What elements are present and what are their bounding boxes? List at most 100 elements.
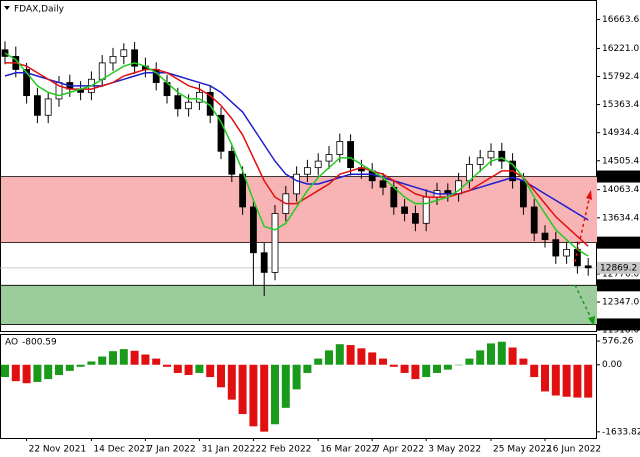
candle-body xyxy=(217,114,225,152)
ao-bar xyxy=(551,364,560,396)
ao-bar xyxy=(98,356,107,365)
price-label-box xyxy=(597,279,640,292)
ao-value: -800.59 xyxy=(22,338,57,348)
ao-bar xyxy=(400,364,409,373)
candle-body xyxy=(347,141,355,169)
ao-bar xyxy=(109,351,117,365)
y-tick-label: 16663.6 xyxy=(602,15,639,25)
ao-bar xyxy=(217,364,225,388)
price-label: 12869.2 xyxy=(600,263,637,273)
ao-bar xyxy=(195,364,204,373)
moving-average xyxy=(5,62,589,247)
candle-body xyxy=(1,49,9,57)
candle-body xyxy=(390,186,398,208)
ao-bar xyxy=(55,364,63,376)
candle-body xyxy=(325,154,333,162)
zone xyxy=(1,285,597,325)
x-tick-label: 7 Apr 2022 xyxy=(374,445,424,455)
y-tick-label: 14505.4 xyxy=(602,156,639,166)
candle-body xyxy=(174,95,182,110)
down-arrow-head xyxy=(588,316,595,326)
y-tick-label: 12347.0 xyxy=(602,298,639,308)
price-label-box xyxy=(597,318,640,331)
ao-bar xyxy=(227,364,236,400)
ao-bar xyxy=(379,358,387,365)
candle-body xyxy=(131,49,139,67)
candle-body xyxy=(520,180,527,208)
ao-bar xyxy=(584,364,593,398)
y-tick-label: 13634.4 xyxy=(602,213,639,223)
y-tick-label: 0.00 xyxy=(602,360,622,370)
ao-bar xyxy=(11,364,20,382)
ao-bar xyxy=(152,358,161,365)
ao-bar xyxy=(65,364,74,371)
candle-body xyxy=(379,180,387,188)
x-tick-label: 31 Jan 2022 xyxy=(201,445,255,455)
ao-bar xyxy=(335,344,344,365)
candle-body xyxy=(260,252,268,273)
candle-body xyxy=(120,49,128,57)
ao-bar xyxy=(487,343,495,365)
candle-body xyxy=(271,213,279,273)
candle-body xyxy=(498,150,506,162)
candle-body xyxy=(411,213,419,224)
ao-bar xyxy=(476,350,485,365)
candle-body xyxy=(239,173,247,208)
moving-average xyxy=(4,52,589,257)
ao-bar xyxy=(163,364,171,367)
ao-bar xyxy=(130,350,139,365)
chart-title: FDAX,Daily xyxy=(14,5,65,15)
candle-body xyxy=(98,62,106,80)
ao-bar xyxy=(562,364,571,397)
candle-body xyxy=(336,141,344,155)
x-tick-label: 3 May 2022 xyxy=(428,445,481,455)
x-tick-label: 7 Jan 2022 xyxy=(147,445,195,455)
ao-bar xyxy=(433,364,441,373)
ao-bar xyxy=(22,364,31,384)
price-label: 13254.6 xyxy=(600,238,637,248)
ao-bar xyxy=(314,358,323,365)
candle-body xyxy=(422,196,430,224)
candle-body xyxy=(476,157,484,165)
candle-body xyxy=(314,160,322,169)
ao-bar xyxy=(519,358,528,365)
ao-bar xyxy=(33,364,42,382)
y-tick-label: 12776.0 xyxy=(602,269,639,279)
price-label-box xyxy=(597,170,640,183)
ao-bar xyxy=(422,364,431,378)
plot-layer: 16663.6 16221.0 15792.4 15363.4 14934.4 14505… xyxy=(0,15,640,455)
ao-bar xyxy=(465,358,474,365)
ao-bar xyxy=(292,364,301,390)
ao-bar xyxy=(206,364,215,378)
ao-bar xyxy=(346,345,355,365)
x-tick-label: 22 Nov 2021 xyxy=(29,445,87,455)
ao-bar xyxy=(368,352,377,365)
ao-bar xyxy=(497,341,506,365)
ao-bar xyxy=(357,348,366,365)
price-label: 12602.6 xyxy=(600,281,637,291)
candle-body xyxy=(303,167,311,175)
candle-body xyxy=(109,55,117,64)
candle-body xyxy=(530,206,538,234)
price-label-box xyxy=(597,261,640,274)
candle-body xyxy=(552,239,560,257)
ao-bar xyxy=(249,364,258,427)
ao-title: AO xyxy=(5,338,18,348)
candle-body xyxy=(563,249,570,257)
candle-body xyxy=(541,232,549,241)
ao-bar xyxy=(87,361,96,365)
candle-body xyxy=(34,95,41,116)
x-tick-label: 22 Feb 2022 xyxy=(255,445,311,455)
candle-body xyxy=(574,249,581,267)
y-tick-label: 15363.4 xyxy=(602,100,639,110)
y-tick-label: 16221.0 xyxy=(602,44,639,54)
y-tick-label: 14063.4 xyxy=(602,185,639,195)
candle-body xyxy=(293,173,301,195)
ao-bar xyxy=(281,364,290,408)
ao-bar xyxy=(303,364,312,373)
ao-bar xyxy=(454,364,463,366)
ao-bar xyxy=(76,364,85,367)
up-arrow-head xyxy=(586,190,592,200)
y-tick-label: 11918.0 xyxy=(602,326,639,336)
